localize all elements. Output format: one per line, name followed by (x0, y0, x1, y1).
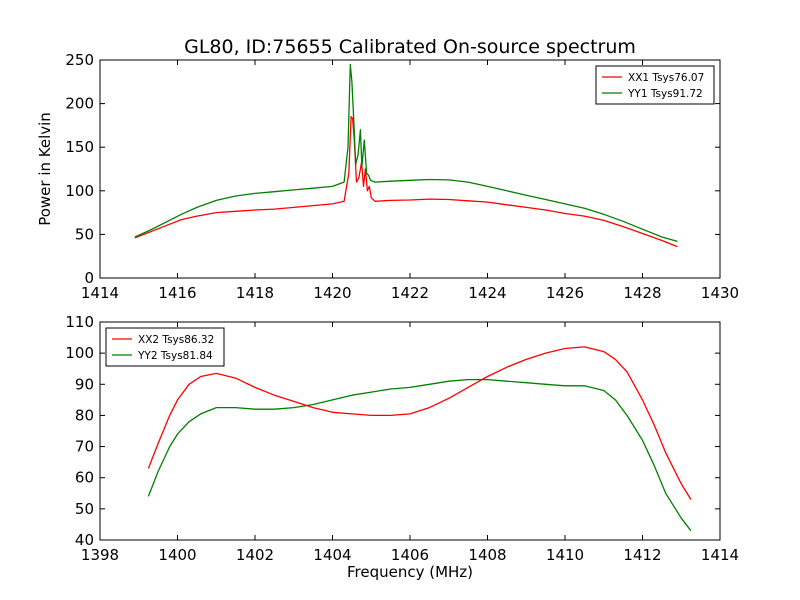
x-tick-label: 1400 (158, 546, 196, 564)
y-tick-label: 60 (75, 469, 94, 487)
x-tick-label: 1398 (81, 546, 119, 564)
x-tick-label: 1406 (391, 546, 429, 564)
y-tick-label: 150 (65, 138, 94, 156)
x-axis-label: Frequency (MHz) (347, 563, 473, 581)
y-tick-label: 100 (65, 344, 94, 362)
series-line-1 (147, 346, 692, 500)
y-tick-label: 100 (65, 182, 94, 200)
bottom-plot: 1398 1400 1402 1404 1406 1408 1410 1412 1414 40 50… (65, 313, 739, 581)
x-tick-label: 1408 (468, 546, 506, 564)
legend-entry: XX2 Tsys86.32 (138, 334, 214, 346)
x-tick-label: 1428 (623, 284, 661, 302)
y-tick-label: 80 (75, 406, 94, 424)
x-tick-label: 1410 (546, 546, 584, 564)
x-tick-label: 1420 (313, 284, 351, 302)
y-tick-label: 200 (65, 95, 94, 113)
x-tick-label: 1430 (701, 284, 739, 302)
y-tick-label: 250 (65, 51, 94, 69)
legend-box (595, 65, 715, 105)
y-axis-label: Power in Kelvin (36, 112, 54, 226)
series-line-2 (134, 63, 678, 243)
legend-box (105, 327, 225, 367)
x-tick-label: 1418 (236, 284, 274, 302)
y-tick-label: 50 (75, 500, 94, 518)
y-tick-label: 70 (75, 438, 94, 456)
x-tick-label: 1414 (81, 284, 119, 302)
x-tick-label: 1404 (313, 546, 351, 564)
y-tick-label: 50 (75, 225, 94, 243)
x-tick-label: 1402 (236, 546, 274, 564)
series-line-2 (147, 378, 692, 532)
y-tick-label: 40 (75, 531, 94, 549)
x-tick-label: 1424 (468, 284, 506, 302)
x-tick-label: 1426 (546, 284, 584, 302)
y-tick-label: 90 (75, 375, 94, 393)
x-tick-label: 1422 (391, 284, 429, 302)
chart-title: GL80, ID:75655 Calibrated On-source spec… (184, 36, 636, 58)
top-plot: 1414 1416 1418 1420 1422 1424 1426 1428 1430 0 50 1… (36, 51, 739, 302)
legend-entry: YY1 Tsys91.72 (627, 88, 703, 100)
legend-entry: YY2 Tsys81.84 (137, 350, 213, 362)
y-tick-label: 0 (84, 269, 94, 287)
x-tick-label: 1416 (158, 284, 196, 302)
y-tick-label: 110 (65, 313, 94, 331)
x-tick-label: 1412 (623, 546, 661, 564)
x-tick-label: 1414 (701, 546, 739, 564)
series-line-1 (134, 116, 678, 248)
legend-entry: XX1 Tsys76.07 (628, 72, 704, 84)
